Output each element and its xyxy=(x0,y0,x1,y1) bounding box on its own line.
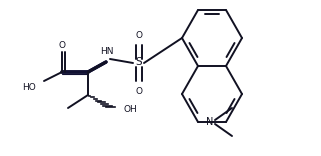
Text: O: O xyxy=(135,86,143,95)
Text: S: S xyxy=(136,57,142,67)
Text: O: O xyxy=(135,31,143,39)
Text: HN: HN xyxy=(100,46,114,56)
Text: OH: OH xyxy=(124,105,138,114)
Text: O: O xyxy=(58,41,65,49)
Text: N: N xyxy=(206,117,213,127)
Text: HO: HO xyxy=(22,83,36,92)
